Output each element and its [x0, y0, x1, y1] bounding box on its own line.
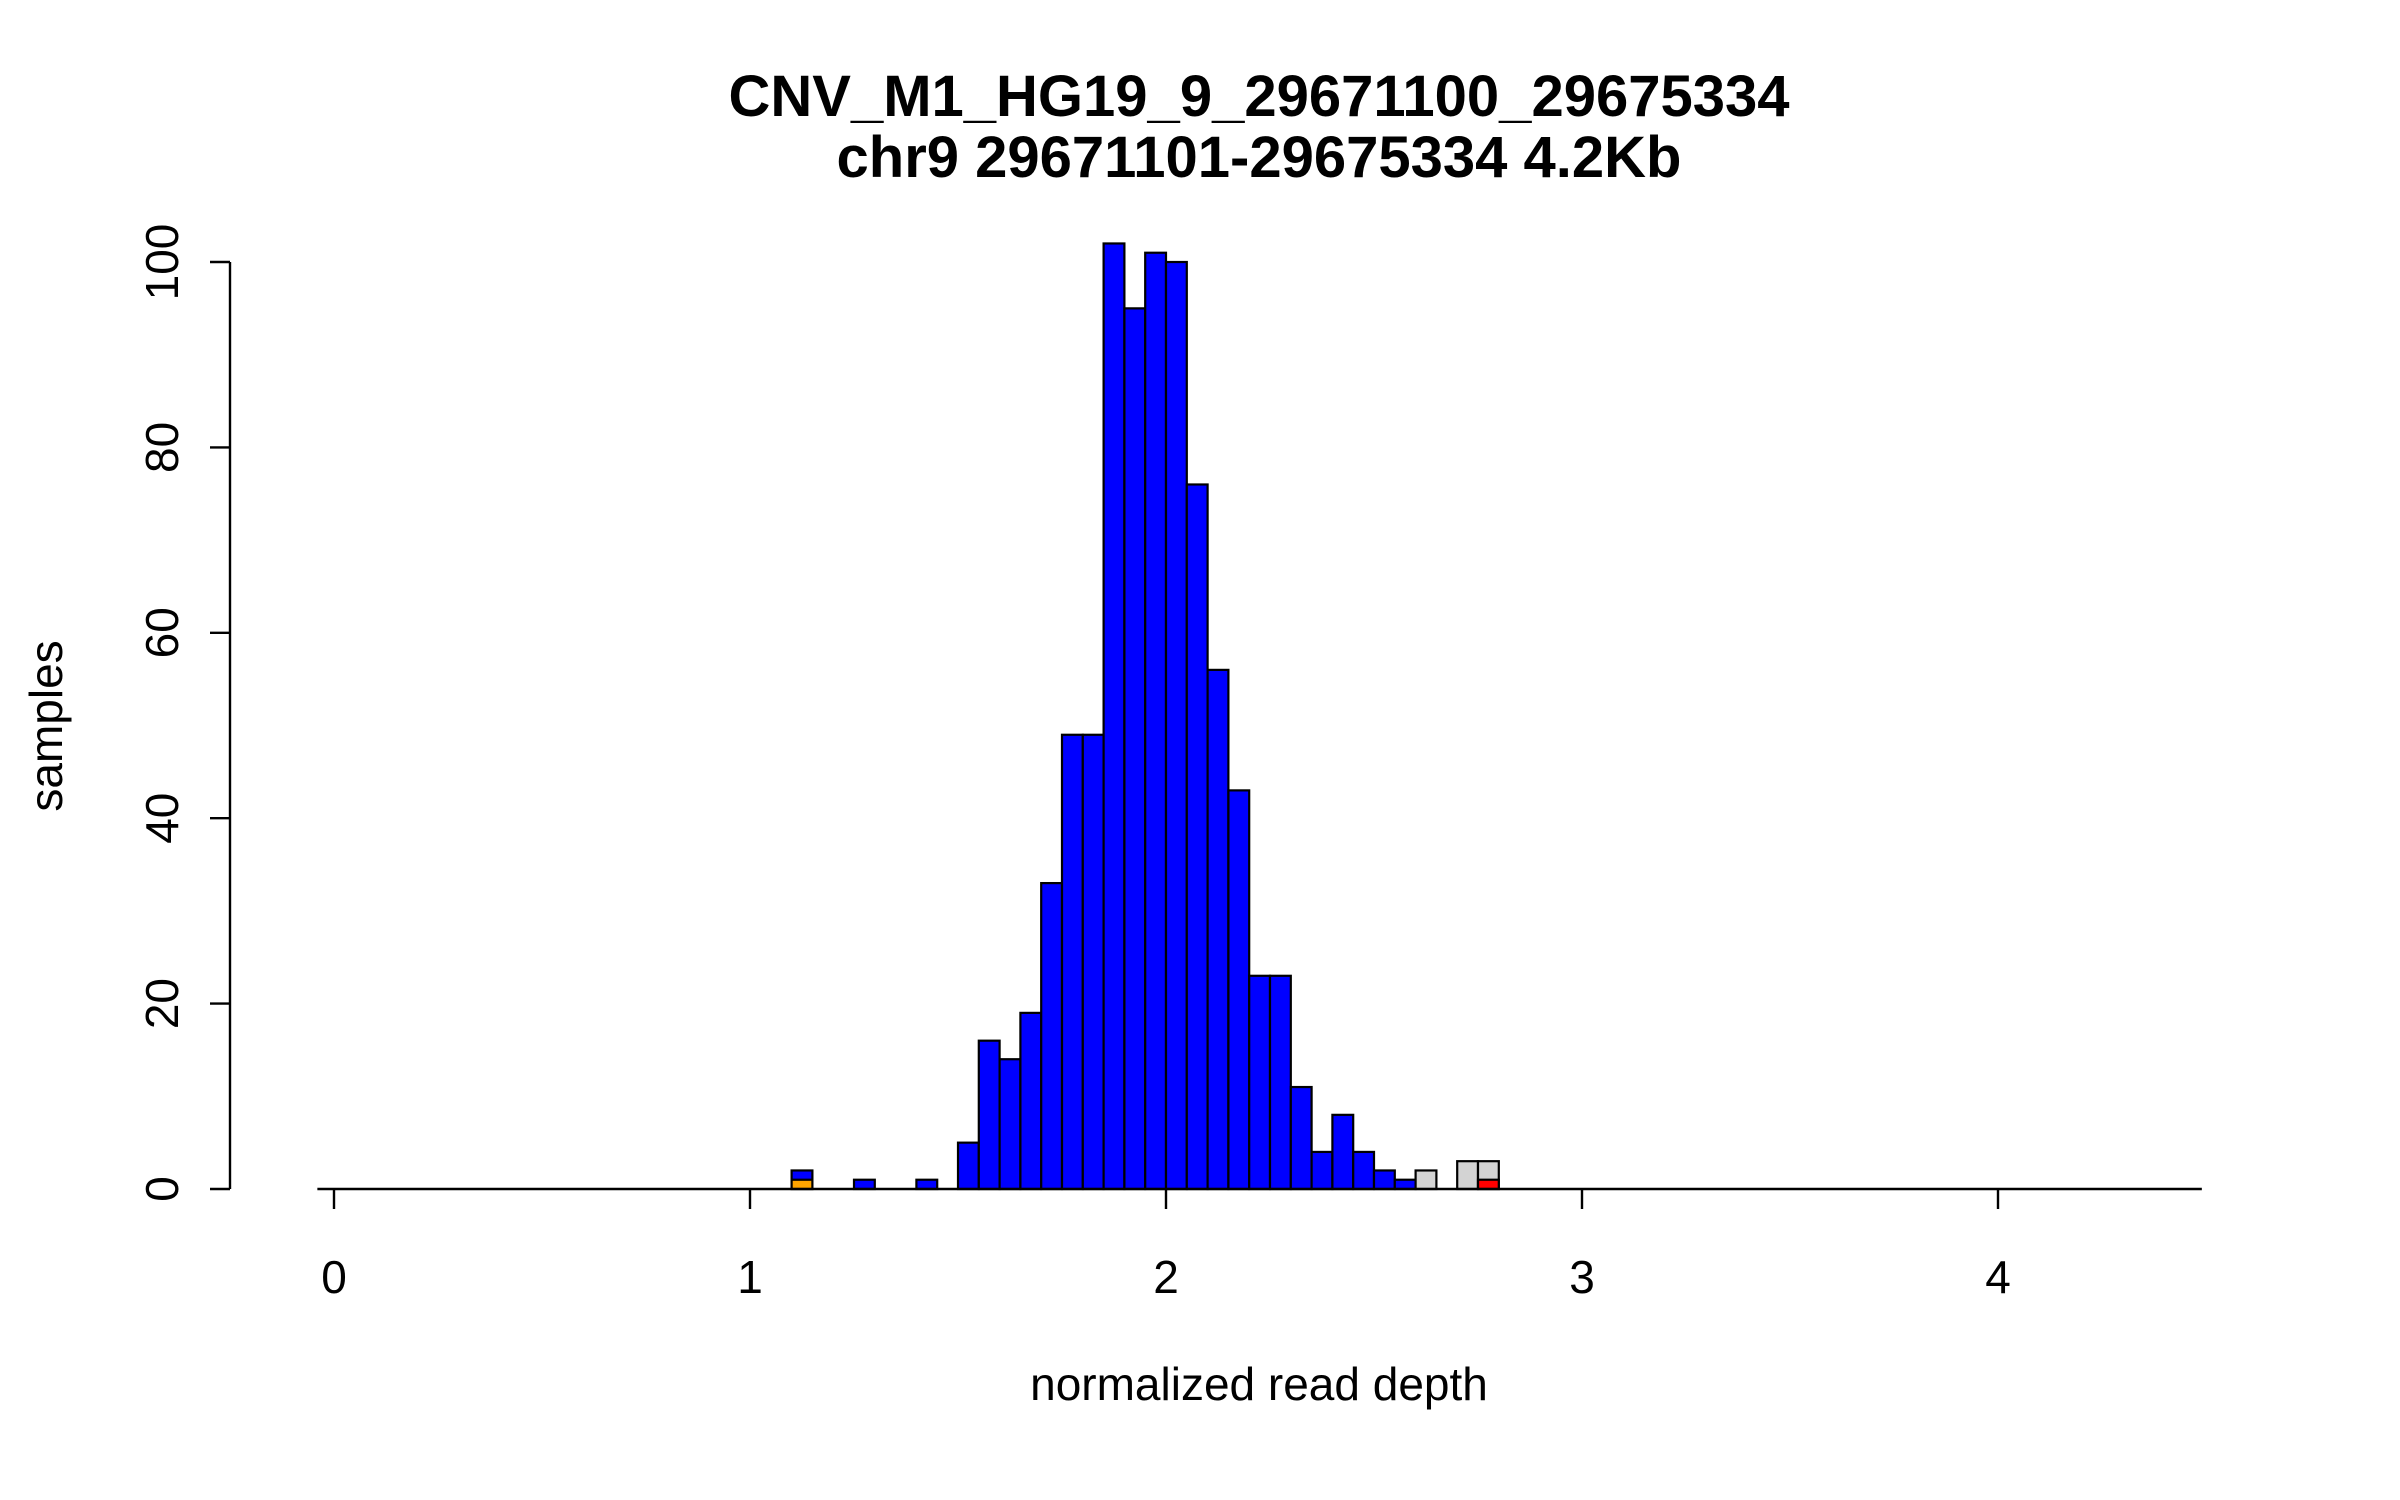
histogram-bar: [1393, 1178, 1417, 1191]
x-tick-label: 3: [1569, 1251, 1595, 1303]
histogram-bar: [1289, 1085, 1313, 1191]
histogram-bar: [915, 1178, 939, 1191]
histogram-bar: [1164, 260, 1188, 1191]
x-tick-label: 4: [1985, 1251, 2011, 1303]
y-axis-label: samples: [20, 640, 72, 811]
histogram-bar: [1185, 483, 1209, 1191]
y-tick-label: 40: [136, 793, 188, 844]
y-tick-label: 80: [136, 422, 188, 473]
histogram-bars: [790, 242, 1500, 1191]
histogram-bar: [1268, 974, 1292, 1191]
histogram-bar: [1060, 733, 1084, 1191]
x-tick-label: 0: [321, 1251, 347, 1303]
histogram-bar: [1414, 1169, 1438, 1191]
histogram-bar: [1206, 668, 1230, 1191]
histogram-bar-base-segment: [790, 1178, 814, 1191]
histogram-bar: [1019, 1011, 1043, 1191]
x-tick-label: 2: [1153, 1251, 1179, 1303]
x-tick-label: 1: [737, 1251, 763, 1303]
histogram-bar: [1248, 974, 1272, 1191]
y-tick-label: 0: [136, 1176, 188, 1202]
chart-titles: CNV_M1_HG19_9_29671100_29675334 chr9 296…: [729, 64, 1790, 190]
histogram-bar: [977, 1039, 1001, 1191]
y-tick-label: 100: [136, 224, 188, 301]
histogram-bar: [1227, 789, 1251, 1191]
chart-subtitle: chr9 29671101-29675334 4.2Kb: [837, 125, 1682, 190]
histogram-bar: [1123, 307, 1147, 1191]
chart-title: CNV_M1_HG19_9_29671100_29675334: [729, 64, 1790, 129]
histogram-bar: [1102, 242, 1126, 1191]
histogram-bar: [1331, 1113, 1355, 1191]
histogram-bar: [852, 1178, 876, 1191]
histogram-bar: [1144, 251, 1168, 1191]
histogram-bar: [998, 1058, 1022, 1191]
histogram-bar: [1372, 1169, 1396, 1191]
histogram-bar: [1456, 1160, 1480, 1191]
histogram-bar: [1081, 733, 1105, 1191]
histogram-bar-base-segment: [1476, 1178, 1500, 1191]
y-tick-label: 60: [136, 607, 188, 658]
x-axis-label: normalized read depth: [1030, 1358, 1488, 1410]
histogram-bar: [1352, 1150, 1376, 1191]
histogram-bar: [956, 1141, 980, 1191]
histogram-bar: [1040, 881, 1064, 1191]
y-tick-label: 20: [136, 978, 188, 1029]
histogram-bar: [1310, 1150, 1334, 1191]
